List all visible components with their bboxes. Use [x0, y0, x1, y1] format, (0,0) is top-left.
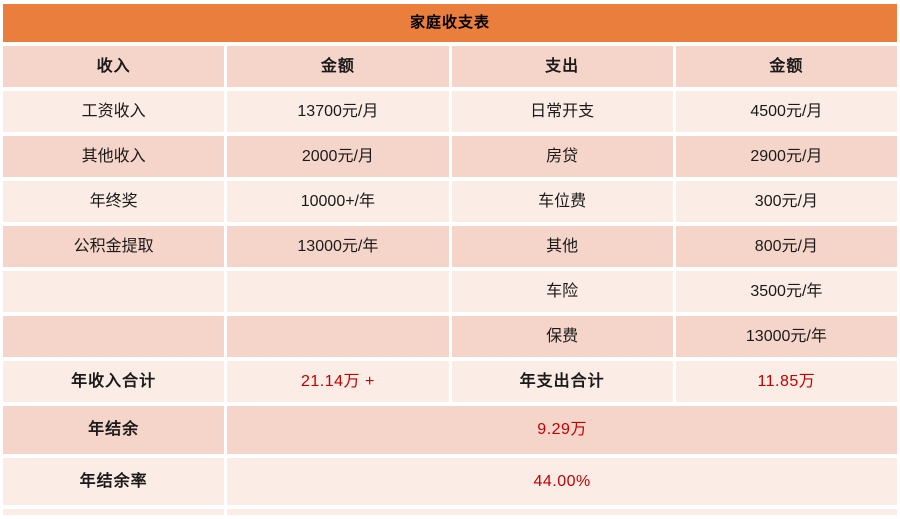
annual-balance-label: 年结余 [3, 406, 225, 454]
table-row: 保费 13000元/年 [3, 316, 897, 357]
income-item-cell: 年终奖 [3, 181, 225, 222]
table-row: 车险 3500元/年 [3, 271, 897, 312]
income-amount-cell [227, 316, 449, 357]
column-header-expense-amount: 金额 [675, 46, 897, 87]
table-title-row: 家庭收支表 [3, 4, 897, 42]
column-header-income: 收入 [3, 46, 225, 87]
expense-amount-cell: 4500元/月 [675, 91, 897, 132]
annual-balance-value: 9.29万 [227, 406, 897, 454]
income-amount-cell: 10000+/年 [227, 181, 449, 222]
totals-row: 年收入合计 21.14万 + 年支出合计 11.85万 [3, 361, 897, 402]
income-amount-cell [227, 271, 449, 312]
table-row: 年终奖 10000+/年 车位费 300元/月 [3, 181, 897, 222]
annual-income-total-label: 年收入合计 [3, 361, 225, 402]
annual-balance-rate-row: 年结余率 44.00% [3, 458, 897, 505]
annual-balance-row: 年结余 9.29万 [3, 406, 897, 454]
annual-expense-total-value: 11.85万 [675, 361, 897, 402]
income-item-cell: 工资收入 [3, 91, 225, 132]
annual-income-total-value: 21.14万 + [227, 361, 449, 402]
table-row: 其他收入 2000元/月 房贷 2900元/月 [3, 136, 897, 177]
table-row: 工资收入 13700元/月 日常开支 4500元/月 [3, 91, 897, 132]
annual-expense-total-label: 年支出合计 [451, 361, 673, 402]
income-amount-cell: 13700元/月 [227, 91, 449, 132]
expense-amount-cell: 13000元/年 [675, 316, 897, 357]
income-item-cell: 公积金提取 [3, 226, 225, 267]
column-header-expense: 支出 [451, 46, 673, 87]
expense-amount-cell: 2900元/月 [675, 136, 897, 177]
column-header-row: 收入 金额 支出 金额 [3, 46, 897, 87]
clipped-bottom-row [3, 509, 897, 515]
income-item-cell: 其他收入 [3, 136, 225, 177]
table-title: 家庭收支表 [3, 4, 897, 42]
income-amount-cell: 2000元/月 [227, 136, 449, 177]
column-header-income-amount: 金额 [227, 46, 449, 87]
table-row: 公积金提取 13000元/年 其他 800元/月 [3, 226, 897, 267]
expense-item-cell: 保费 [451, 316, 673, 357]
annual-balance-rate-value: 44.00% [227, 458, 897, 505]
clipped-cell [227, 509, 897, 515]
expense-item-cell: 车位费 [451, 181, 673, 222]
expense-amount-cell: 3500元/年 [675, 271, 897, 312]
income-item-cell [3, 271, 225, 312]
expense-amount-cell: 300元/月 [675, 181, 897, 222]
expense-amount-cell: 800元/月 [675, 226, 897, 267]
annual-balance-rate-label: 年结余率 [3, 458, 225, 505]
expense-item-cell: 其他 [451, 226, 673, 267]
expense-item-cell: 日常开支 [451, 91, 673, 132]
income-item-cell [3, 316, 225, 357]
expense-item-cell: 房贷 [451, 136, 673, 177]
income-amount-cell: 13000元/年 [227, 226, 449, 267]
expense-item-cell: 车险 [451, 271, 673, 312]
clipped-cell [3, 509, 225, 515]
